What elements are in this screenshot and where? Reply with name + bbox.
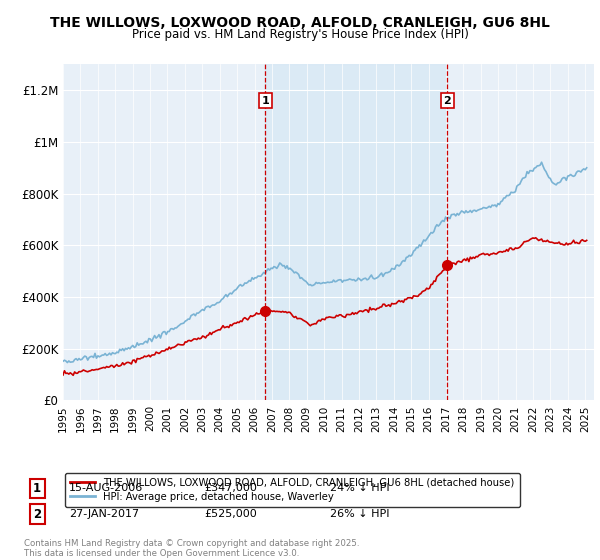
Text: Contains HM Land Registry data © Crown copyright and database right 2025.
This d: Contains HM Land Registry data © Crown c… [24,539,359,558]
Text: £347,000: £347,000 [204,483,257,493]
Text: 27-JAN-2017: 27-JAN-2017 [69,509,139,519]
Text: 2: 2 [33,507,41,521]
Text: Price paid vs. HM Land Registry's House Price Index (HPI): Price paid vs. HM Land Registry's House … [131,28,469,41]
Legend: THE WILLOWS, LOXWOOD ROAD, ALFOLD, CRANLEIGH, GU6 8HL (detached house), HPI: Ave: THE WILLOWS, LOXWOOD ROAD, ALFOLD, CRANL… [65,473,520,507]
Bar [265,64,448,400]
Text: 26% ↓ HPI: 26% ↓ HPI [330,509,389,519]
Text: 24% ↓ HPI: 24% ↓ HPI [330,483,389,493]
Text: 1: 1 [262,96,269,106]
Text: £525,000: £525,000 [204,509,257,519]
Text: THE WILLOWS, LOXWOOD ROAD, ALFOLD, CRANLEIGH, GU6 8HL: THE WILLOWS, LOXWOOD ROAD, ALFOLD, CRANL… [50,16,550,30]
Text: 15-AUG-2006: 15-AUG-2006 [69,483,143,493]
Text: 2: 2 [443,96,451,106]
Text: 1: 1 [33,482,41,495]
